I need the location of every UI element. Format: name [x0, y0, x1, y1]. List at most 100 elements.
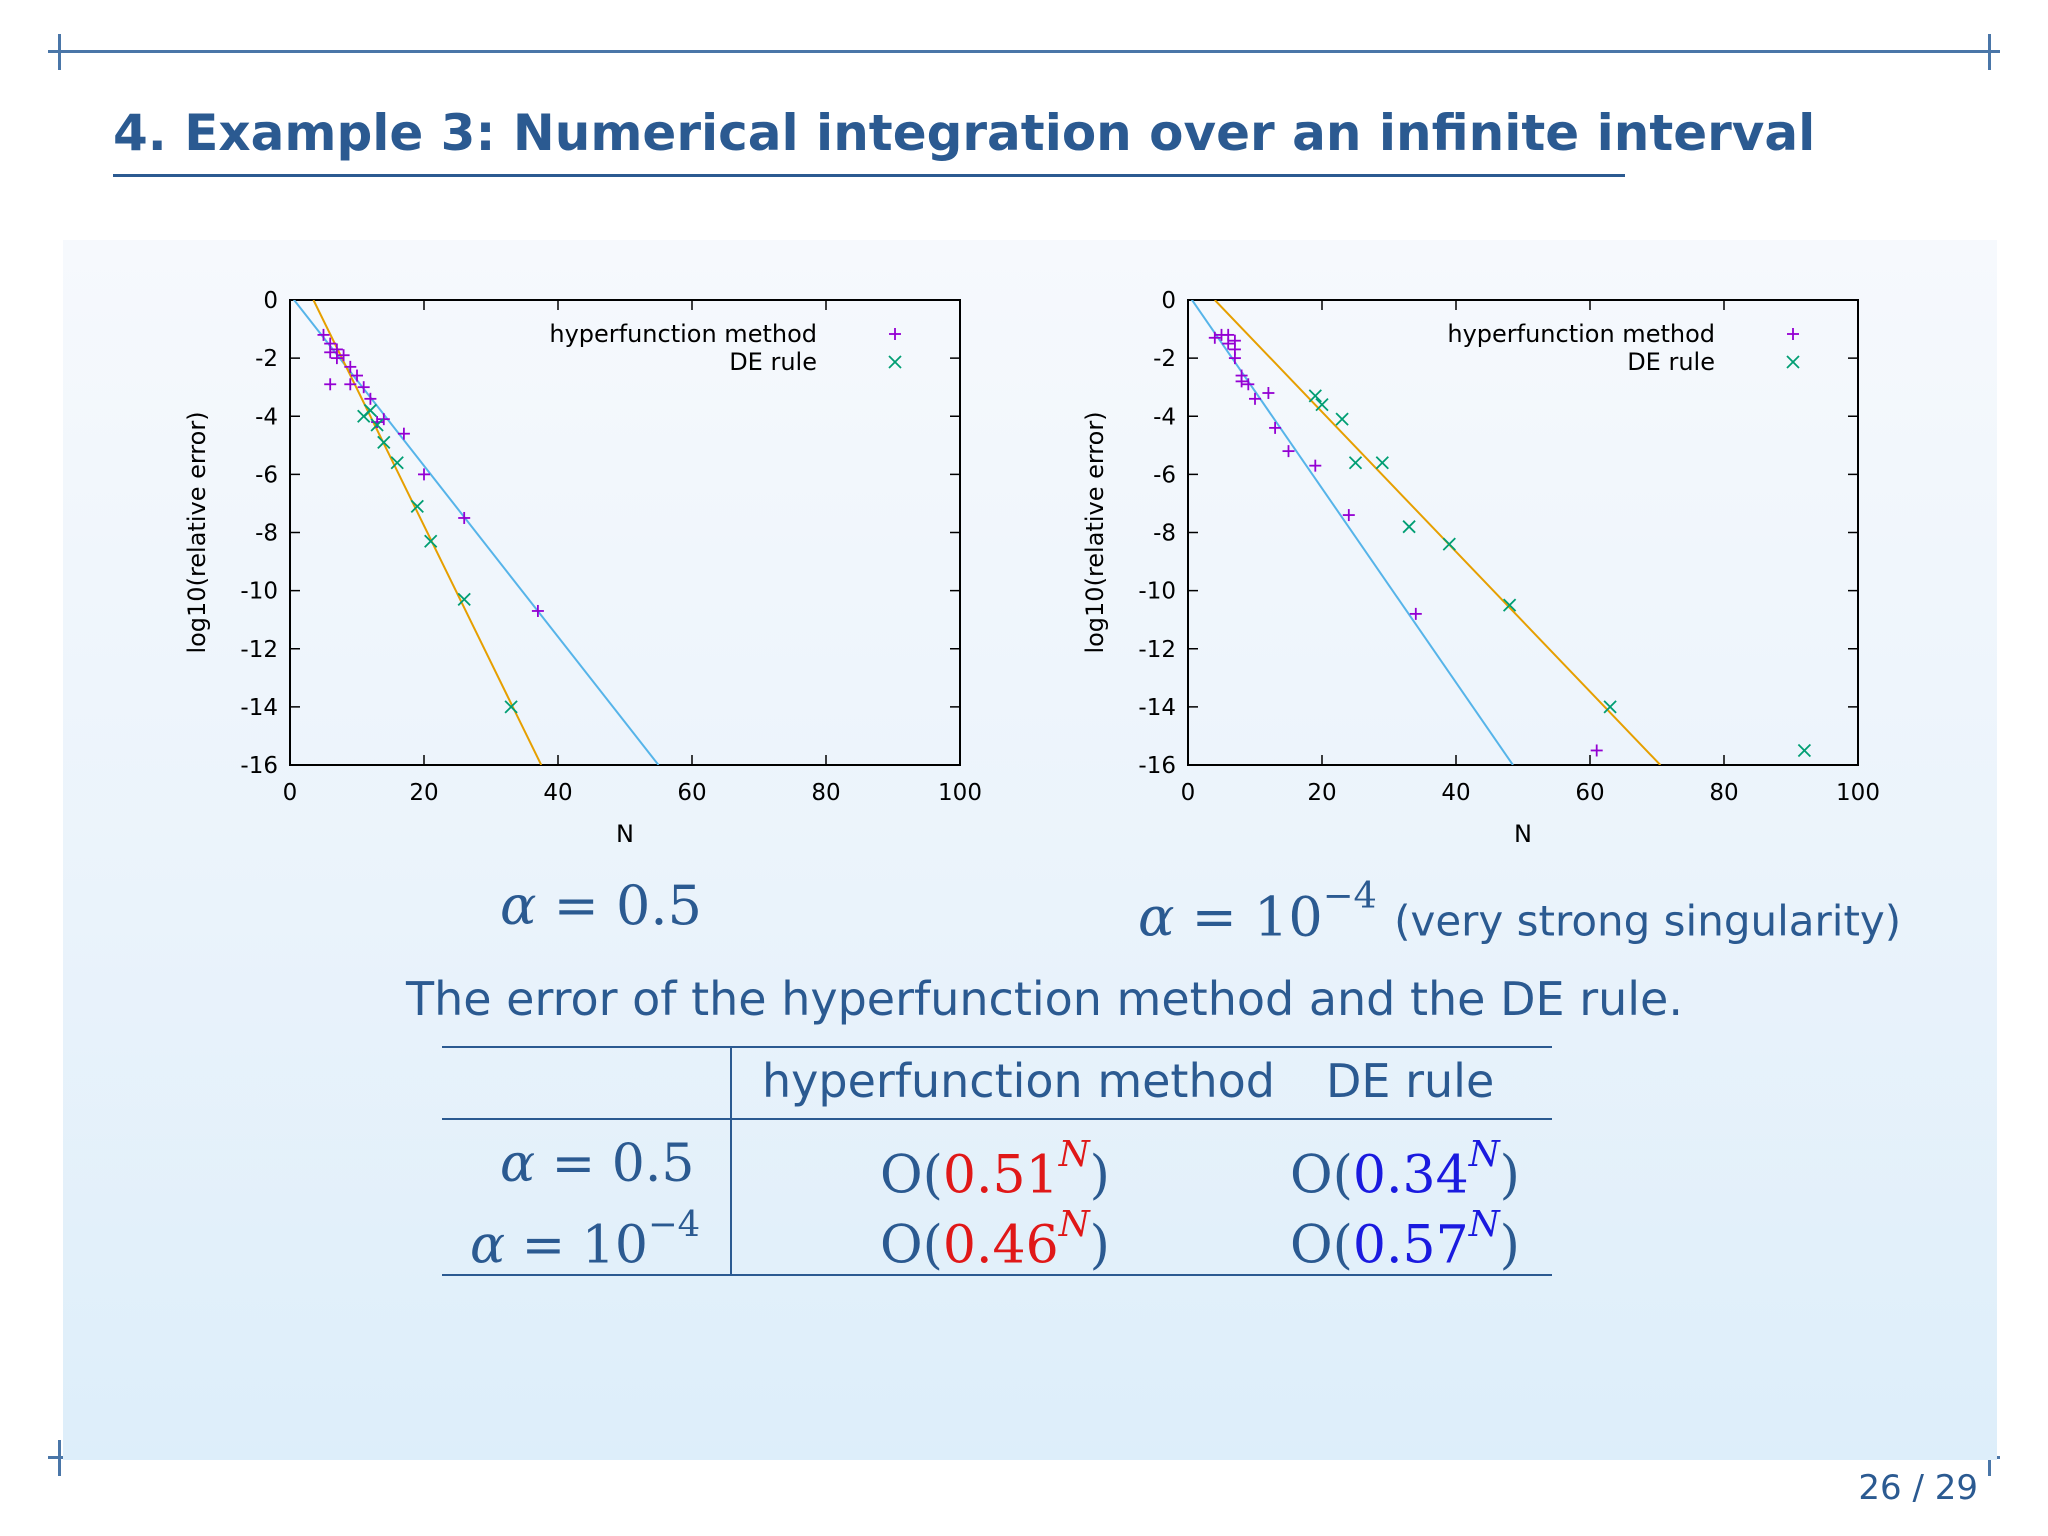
hyperfunction-point: [1262, 387, 1275, 399]
hyperfunction-point: [351, 369, 363, 382]
hyperfunction-point: [371, 416, 384, 429]
table-row1-de: O(0.34N): [1290, 1134, 1520, 1206]
hyperfunction-point: [1242, 378, 1255, 391]
y-tick-label: -10: [1138, 579, 1176, 605]
table-header-rule: [442, 1118, 1552, 1120]
legend-label-de: DE rule: [1627, 348, 1715, 376]
de-point: [410, 499, 424, 513]
hyperfunction-point: [1269, 421, 1282, 434]
y-tick-label: -6: [1153, 462, 1176, 488]
alpha-label-right: α = 10−4 (very strong singularity): [1138, 874, 1902, 949]
table-bottom-rule: [442, 1274, 1552, 1276]
plot-area: [292, 300, 660, 765]
page-number: 26 / 29: [1858, 1468, 1978, 1508]
hyperfunction-point: [1249, 392, 1261, 405]
hyperfunction-point: [364, 392, 377, 405]
chart-right-svg: 0 20 40 60 80 100 0 -2 -4 -6 -8 -10 -12 -14 -16 Nlog10(…: [1081, 288, 1880, 848]
alpha-exp-right: −4: [1322, 874, 1377, 917]
y-tick-label: -2: [1153, 346, 1176, 372]
de-point: [424, 534, 438, 548]
alpha-base-right: 10: [1254, 885, 1323, 949]
x-tick-label: 20: [409, 780, 438, 806]
y-tick-label: 0: [263, 288, 278, 314]
top-left-tick: [58, 34, 61, 70]
x-tick-label: 100: [1836, 780, 1880, 806]
hyperfunction-point: [1342, 509, 1355, 522]
de-point: [1308, 389, 1322, 403]
y-tick-label: -4: [1153, 404, 1176, 430]
x-tick-label: 80: [1709, 780, 1738, 806]
table-row2-alpha-exp: −4: [647, 1204, 701, 1245]
table-row2-hyper: O(0.46N): [880, 1204, 1110, 1276]
table-row1-de-rate: 0.34: [1352, 1145, 1469, 1206]
title-underline: [113, 174, 1625, 177]
hyperfunction-point: [1228, 352, 1241, 365]
bottom-left-tick: [58, 1440, 61, 1476]
de-point: [390, 456, 404, 470]
hyperfunction-point: [330, 352, 343, 365]
hyperfunction-point: [397, 427, 410, 440]
de-point: [1402, 520, 1416, 534]
hyperfunction-point: [1590, 744, 1603, 757]
hyperfunction-point: [1409, 607, 1422, 620]
hyperfunction-point: [324, 346, 337, 359]
de-point: [504, 700, 518, 714]
y-tick-label: -16: [1138, 753, 1176, 779]
chart-left-svg: 0 20 40 60 80 100 0 -2 -4 -6 -8 -10 -12 -14 -16 Nlog10(…: [183, 288, 982, 848]
y-axis-label: log10(relative error): [183, 411, 211, 653]
table-row2-alpha-base: 10: [581, 1215, 648, 1276]
table-row2-de-rate: 0.57: [1352, 1215, 1469, 1276]
fit-line-de: [1214, 300, 1662, 765]
de-point: [1442, 537, 1456, 551]
x-axis-label: N: [1514, 820, 1532, 848]
table-row1-hyper: O(0.51N): [880, 1134, 1110, 1206]
x-tick-label: 0: [283, 780, 298, 806]
de-point: [1335, 412, 1349, 426]
de-point: [363, 403, 378, 418]
de-point: [457, 592, 471, 606]
fit-line-hyperfunction: [292, 300, 660, 765]
fit-line-hyperfunction: [1190, 300, 1514, 765]
strong-singularity-note: (very strong singularity): [1394, 896, 1902, 946]
y-tick-label: -2: [255, 346, 278, 372]
x-tick-label: 60: [1575, 780, 1604, 806]
legend-marker-de: [1786, 355, 1800, 369]
plot-frame: [1187, 299, 1859, 766]
y-tick-label: -6: [255, 462, 278, 488]
x-axis-label: N: [616, 820, 634, 848]
y-tick-label: -4: [255, 404, 278, 430]
table-vertical-rule: [730, 1046, 732, 1276]
hyperfunction-point: [1309, 459, 1322, 472]
x-tick-label: 40: [1441, 780, 1470, 806]
x-tick-label: 40: [543, 780, 572, 806]
hyperfunction-point: [458, 511, 471, 524]
table-row1-alpha: α = 0.5: [500, 1134, 695, 1194]
y-tick-label: -10: [240, 579, 278, 605]
de-point: [1502, 598, 1517, 612]
x-tick-label: 0: [1181, 780, 1196, 806]
table-row1-hyper-rate: 0.51: [942, 1145, 1059, 1206]
legend-label-de: DE rule: [729, 348, 817, 376]
de-point: [1603, 700, 1617, 714]
de-point: [1348, 456, 1363, 470]
legend-marker-hyperfunction: [889, 328, 901, 340]
table-row2-de: O(0.57N): [1290, 1204, 1520, 1276]
table-header-hyper: hyperfunction method: [762, 1054, 1275, 1108]
hyperfunction-point: [1282, 445, 1295, 458]
y-tick-label: -8: [255, 521, 278, 547]
de-point: [370, 418, 384, 432]
y-tick-label: -8: [1153, 521, 1176, 547]
hyperfunction-point: [344, 378, 357, 391]
x-tick-label: 80: [811, 780, 840, 806]
hyperfunction-point: [1222, 337, 1235, 350]
plot-area: [1190, 300, 1812, 765]
hyperfunction-point: [531, 604, 544, 617]
fit-line-de: [312, 300, 543, 765]
y-axis-label: log10(relative error): [1081, 411, 1109, 653]
de-point: [1797, 743, 1812, 758]
top-rule: [48, 50, 2000, 53]
y-tick-label: -12: [1138, 637, 1176, 663]
hyperfunction-point: [357, 381, 370, 394]
